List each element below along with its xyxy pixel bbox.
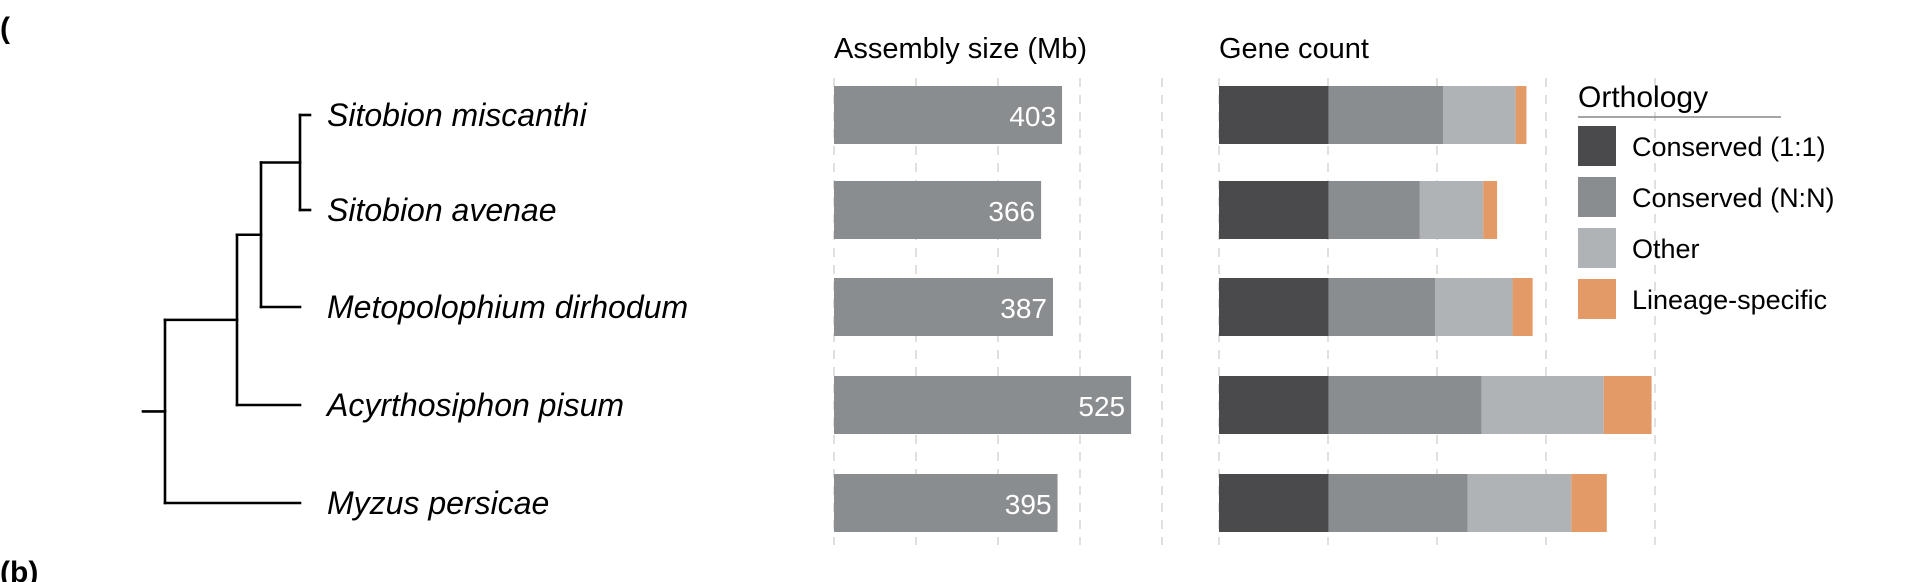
gene-bar-lineage-specific-myzus-persicae bbox=[1571, 474, 1607, 532]
gene-bar-lineage-specific-sitobion-miscanthi bbox=[1515, 86, 1527, 144]
gene-bar-other-metopolophium-dirhodum bbox=[1435, 278, 1513, 336]
gene-bar-other-acyrthosiphon-pisum bbox=[1481, 376, 1604, 434]
gene-bar-conserved-n-n-sitobion-avenae bbox=[1328, 181, 1420, 239]
taxon-label-sitobion-avenae: Sitobion avenae bbox=[327, 192, 557, 228]
assembly-bar-metopolophium-dirhodum bbox=[834, 278, 1054, 336]
gene-bar-conserved-1-1-myzus-persicae bbox=[1219, 474, 1329, 532]
assembly-value-label: 525 bbox=[1078, 391, 1125, 422]
gene-bar-conserved-n-n-myzus-persicae bbox=[1328, 474, 1468, 532]
legend-swatch-conserved-n-n bbox=[1578, 177, 1616, 217]
taxon-label-metopolophium-dirhodum: Metopolophium dirhodum bbox=[327, 289, 688, 325]
legend-label-other: Other bbox=[1632, 234, 1700, 264]
gene-count-bars bbox=[1219, 86, 1652, 532]
gene-bar-lineage-specific-metopolophium-dirhodum bbox=[1512, 278, 1533, 336]
legend: Orthology Conserved (1:1) Conserved (N:N)… bbox=[1578, 81, 1835, 319]
assembly-bar-sitobion-miscanthi bbox=[834, 86, 1063, 144]
panel-label-b: (b) bbox=[0, 556, 38, 582]
gene-bar-other-sitobion-miscanthi bbox=[1443, 86, 1516, 144]
legend-swatch-conserved-1-1 bbox=[1578, 126, 1616, 166]
legend-label-lineage-specific: Lineage-specific bbox=[1632, 285, 1827, 315]
gene-bar-other-sitobion-avenae bbox=[1419, 181, 1484, 239]
gene-bar-conserved-1-1-acyrthosiphon-pisum bbox=[1219, 376, 1329, 434]
legend-swatch-other bbox=[1578, 228, 1616, 268]
assembly-bar-myzus-persicae bbox=[834, 474, 1058, 532]
assembly-value-label: 387 bbox=[1000, 293, 1047, 324]
gene-bar-conserved-n-n-acyrthosiphon-pisum bbox=[1328, 376, 1482, 434]
taxon-label-sitobion-miscanthi: Sitobion miscanthi bbox=[327, 97, 588, 133]
taxon-label-myzus-persicae: Myzus persicae bbox=[327, 485, 549, 521]
legend-title: Orthology bbox=[1578, 81, 1708, 114]
gene-count-title: Gene count bbox=[1219, 33, 1369, 65]
assembly-bar-acyrthosiphon-pisum bbox=[834, 376, 1132, 434]
taxon-label-acyrthosiphon-pisum: Acyrthosiphon pisum bbox=[325, 387, 624, 423]
assembly-value-label: 403 bbox=[1009, 101, 1056, 132]
phylogenetic-tree: Sitobion miscanthi Sitobion avenae Metopol… bbox=[141, 97, 688, 521]
assembly-value-label: 395 bbox=[1005, 489, 1052, 520]
gene-bar-conserved-1-1-sitobion-miscanthi bbox=[1219, 86, 1329, 144]
gene-bar-conserved-n-n-metopolophium-dirhodum bbox=[1328, 278, 1436, 336]
panel-label-a: ( bbox=[0, 12, 10, 45]
assembly-bar-sitobion-avenae bbox=[834, 181, 1042, 239]
legend-label-conserved-1-1: Conserved (1:1) bbox=[1632, 132, 1826, 162]
gene-bar-conserved-1-1-metopolophium-dirhodum bbox=[1219, 278, 1329, 336]
legend-label-conserved-n-n: Conserved (N:N) bbox=[1632, 183, 1835, 213]
gene-bar-lineage-specific-acyrthosiphon-pisum bbox=[1603, 376, 1652, 434]
assembly-size-bars: 403 366 387 525 395 bbox=[834, 86, 1132, 532]
assembly-value-label: 366 bbox=[988, 196, 1035, 227]
gene-bar-other-myzus-persicae bbox=[1467, 474, 1572, 532]
gene-bar-lineage-specific-sitobion-avenae bbox=[1483, 181, 1498, 239]
gene-bar-conserved-n-n-sitobion-miscanthi bbox=[1328, 86, 1444, 144]
assembly-size-title: Assembly size (Mb) bbox=[834, 33, 1087, 65]
legend-swatch-lineage-specific bbox=[1578, 279, 1616, 319]
gene-bar-conserved-1-1-sitobion-avenae bbox=[1219, 181, 1329, 239]
